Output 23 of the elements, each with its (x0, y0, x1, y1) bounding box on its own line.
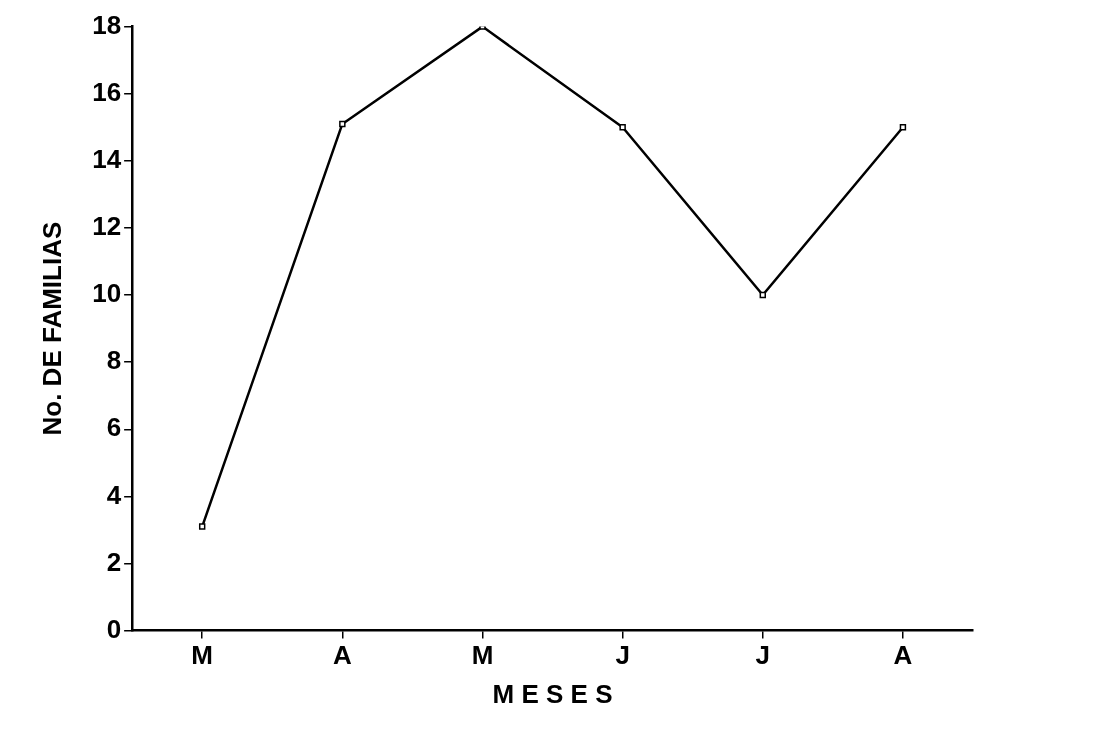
point (619, 124, 626, 131)
y-tick-label: 18 (92, 9, 122, 40)
y-tick-label: 14 (92, 143, 122, 174)
x-tick-label: M (191, 640, 214, 671)
point (198, 523, 206, 530)
y-tick-label: 8 (106, 345, 122, 376)
point (899, 124, 907, 131)
y-tick-label: 10 (92, 278, 122, 309)
x-tick-label: A (893, 640, 913, 671)
x-axis-title: M E S E S (492, 678, 613, 709)
y-tick-label: 12 (92, 211, 122, 242)
point (339, 120, 346, 128)
x-tick-label: M (471, 640, 494, 671)
x-tick-label: J (615, 640, 630, 671)
x-tick-label: A (332, 640, 352, 671)
y-tick-label: 4 (106, 479, 122, 510)
y-tick-label: 16 (92, 76, 122, 107)
point (759, 291, 767, 299)
x-tick-label: J (755, 640, 771, 671)
y-tick-label: 2 (106, 546, 122, 577)
y-tick-label: 6 (106, 412, 122, 443)
y-tick-label: 0 (106, 613, 122, 644)
y-axis-title: No. DE FAMILIAS (36, 221, 67, 436)
